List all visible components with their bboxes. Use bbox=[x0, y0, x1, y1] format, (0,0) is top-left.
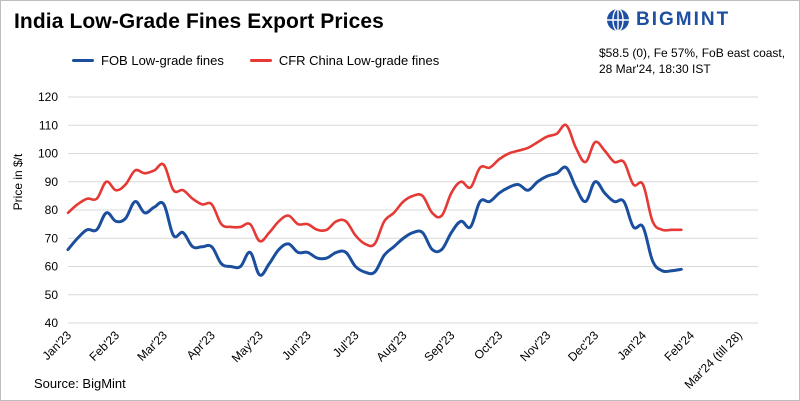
y-tick-label: 110 bbox=[39, 118, 58, 132]
price-note-line2: 28 Mar'24, 18:30 IST bbox=[599, 62, 711, 76]
x-tick-label: Mar'23 bbox=[134, 328, 170, 364]
y-tick-label: 100 bbox=[38, 147, 58, 161]
bigmint-logo: BIGMINT bbox=[606, 6, 730, 34]
globe-icon bbox=[607, 8, 629, 32]
series-line-cfr bbox=[66, 123, 683, 248]
x-tick-label: Feb'24 bbox=[661, 328, 697, 364]
x-tick-label: Jan'23 bbox=[39, 328, 74, 363]
y-tick-label: 60 bbox=[45, 260, 59, 274]
y-tick-labels: 40 50 60 70 80 90 100 110 120 bbox=[38, 90, 58, 330]
legend-label-fob: FOB Low-grade fines bbox=[101, 53, 224, 68]
x-tick-label: May'23 bbox=[229, 328, 266, 365]
x-tick-label: Apr'23 bbox=[184, 328, 218, 362]
legend-swatch-cfr bbox=[249, 59, 272, 62]
x-tick-label: Jul'23 bbox=[330, 328, 362, 360]
x-tick-label: Oct'23 bbox=[471, 328, 505, 362]
x-tick-label: Dec'23 bbox=[565, 328, 601, 364]
y-tick-label: 70 bbox=[45, 231, 59, 245]
x-tick-label: Jun'23 bbox=[279, 328, 314, 363]
legend-item-cfr: CFR China Low-grade fines bbox=[249, 53, 440, 68]
y-axis-title: Price in $/t bbox=[11, 153, 25, 210]
legend: FOB Low-grade fines CFR China Low-grade … bbox=[72, 53, 465, 68]
price-note: $58.5 (0), Fe 57%, FoB east coast, 28 Ma… bbox=[599, 45, 794, 77]
gridlines bbox=[68, 96, 758, 324]
chart-title: India Low-Grade Fines Export Prices bbox=[14, 10, 384, 33]
series-lines bbox=[66, 123, 683, 277]
series-line-fob bbox=[66, 165, 683, 277]
legend-item-fob: FOB Low-grade fines bbox=[72, 53, 224, 68]
price-note-line1: $58.5 (0), Fe 57%, FoB east coast, bbox=[599, 46, 786, 60]
y-tick-label: 40 bbox=[45, 316, 59, 330]
y-tick-label: 80 bbox=[45, 203, 59, 217]
brand-name: BIGMINT bbox=[636, 9, 731, 30]
legend-label-cfr: CFR China Low-grade fines bbox=[278, 53, 440, 68]
legend-swatch-fob bbox=[72, 59, 94, 62]
y-tick-label: 90 bbox=[45, 175, 59, 189]
y-tick-label: 50 bbox=[45, 288, 59, 302]
x-tick-label: Sep'23 bbox=[421, 328, 457, 364]
y-tick-label: 120 bbox=[38, 90, 58, 104]
x-tick-labels: Jan'23 Feb'23 Mar'23 Apr'23 May'23 Jun'23 Jul'… bbox=[39, 328, 744, 392]
x-tick-label: Nov'23 bbox=[517, 328, 553, 364]
source-text: Source: BigMint bbox=[34, 376, 126, 391]
x-tick-label: Aug'23 bbox=[373, 328, 409, 364]
x-tick-label: Feb'23 bbox=[86, 328, 122, 364]
x-tick-label: Jan'24 bbox=[614, 328, 649, 363]
